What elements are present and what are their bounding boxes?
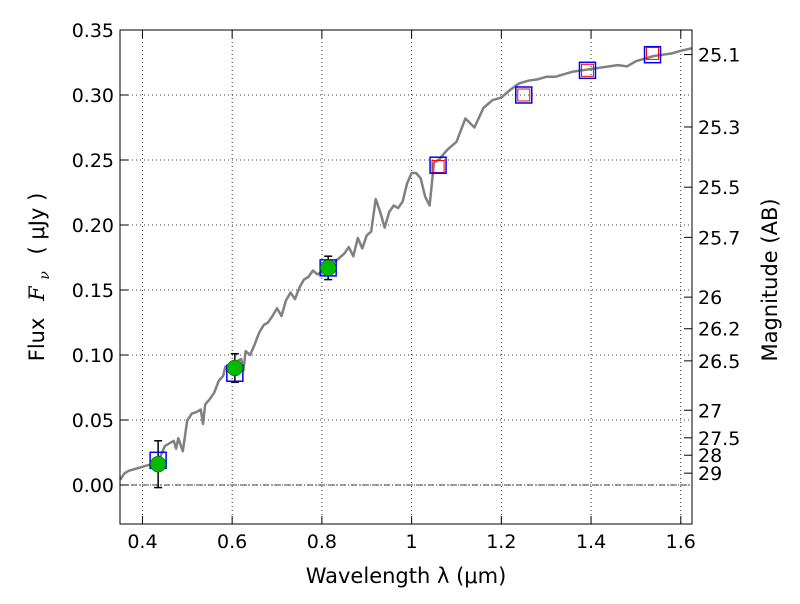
- mag-tick-label: 27: [698, 400, 722, 422]
- mag-tick-label: 28: [698, 445, 722, 467]
- x-tick-label: 1.6: [666, 531, 696, 553]
- x-axis-label: Wavelength λ (μm): [306, 564, 507, 588]
- axis-ticks: 0.4 0.6 0.8 1 1.2 1.4 1.6 0.00 0.05 0.10 0.15 0.20 0…: [72, 20, 741, 553]
- y-axis-label-symbol: F: [25, 285, 49, 302]
- mag-tick-label: 25.1: [698, 45, 740, 67]
- y-axis-label-unit: ( μJy ): [25, 193, 49, 255]
- model-photometry-marker: [643, 45, 662, 64]
- mag-tick-label: 26.5: [698, 351, 740, 373]
- y-tick-label: 0.30: [72, 85, 114, 107]
- y-tick-label: 0.05: [72, 410, 114, 432]
- y-tick-label: 0.15: [72, 280, 114, 302]
- model-photometry-marker: [429, 156, 447, 174]
- mag-tick-label: 27.5: [698, 428, 740, 450]
- y-tick-label: 0.20: [72, 215, 114, 237]
- model-spectrum-line: [118, 46, 693, 481]
- plot-frame: [119, 29, 693, 525]
- x-tick-label: 0.6: [217, 531, 247, 553]
- model-photometry-marker: [578, 61, 597, 80]
- model-photometry-marker: [515, 86, 533, 104]
- mag-tick-label: 26: [698, 287, 722, 309]
- x-tick-label: 0.8: [307, 531, 337, 553]
- upper-limit-marker: [517, 88, 531, 102]
- y-tick-label: 0.35: [72, 20, 114, 42]
- y-axis-label-prefix: Flux: [25, 318, 49, 362]
- photometry-markers: [149, 45, 662, 489]
- y-tick-label: 0.25: [72, 150, 114, 172]
- upper-limit-marker: [580, 63, 594, 77]
- y-axis-label: Flux F ν ( μJy ): [25, 193, 54, 362]
- mag-tick-label: 25.7: [698, 227, 740, 249]
- mag-tick-label: 25.3: [698, 117, 740, 139]
- observed-point: [149, 455, 167, 473]
- x-tick-label: 1.2: [486, 531, 516, 553]
- x-tick-label: 1: [406, 531, 418, 553]
- x-tick-label: 1.4: [576, 531, 606, 553]
- model-spectrum: [118, 46, 693, 481]
- observed-point: [319, 259, 337, 277]
- mag-tick-label: 29: [698, 463, 722, 485]
- observed-point: [226, 359, 244, 377]
- secondary-y-axis-label: Magnitude (AB): [758, 198, 782, 361]
- x-tick-label: 0.4: [127, 531, 157, 553]
- y-tick-label: 0.00: [72, 475, 114, 497]
- y-axis-label-subscript: ν: [37, 271, 53, 280]
- mag-tick-label: 25.5: [698, 177, 740, 199]
- mag-tick-label: 26.2: [698, 319, 740, 341]
- y-tick-label: 0.10: [72, 345, 114, 367]
